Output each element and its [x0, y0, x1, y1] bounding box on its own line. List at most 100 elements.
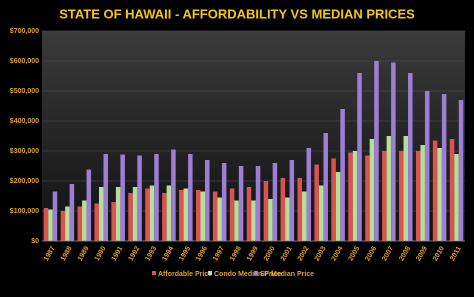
bar	[331, 158, 336, 241]
x-tick-label: 2009	[415, 245, 429, 262]
bar	[103, 154, 108, 241]
y-tick-label: $300,000	[10, 148, 39, 155]
bar	[449, 139, 455, 241]
x-tick-label: 2006	[364, 245, 378, 262]
y-tick-label: $700,000	[10, 28, 39, 35]
x-tick-label: 1992	[128, 245, 142, 262]
x-tick-label: 1995	[178, 245, 192, 262]
x-tick-label: 2002	[297, 245, 311, 262]
x-tick-label: 1990	[94, 245, 108, 262]
bar	[357, 73, 362, 241]
bar	[154, 154, 159, 241]
bar	[98, 187, 104, 241]
x-tick-label: 1987	[43, 245, 57, 262]
bar	[82, 200, 87, 241]
x-tick-label: 1998	[229, 245, 243, 262]
bar	[128, 193, 133, 241]
bar	[162, 193, 167, 241]
x-tick-label: 1999	[246, 245, 260, 262]
bar	[221, 163, 227, 241]
legend-label: Condo Median Price	[214, 271, 281, 278]
bar	[285, 197, 290, 241]
y-tick-label: $0	[31, 238, 39, 245]
x-tick-label: 1989	[77, 245, 91, 262]
y-tick-label: $400,000	[10, 118, 39, 125]
bar	[454, 154, 459, 241]
bar	[238, 166, 244, 241]
x-tick-label: 2008	[398, 245, 412, 262]
bar	[297, 178, 303, 241]
x-tick-label: 1994	[161, 245, 175, 262]
bar	[340, 109, 345, 241]
bar	[217, 197, 222, 241]
bar	[204, 160, 210, 241]
bar	[188, 154, 193, 241]
bar	[365, 155, 370, 241]
bar	[132, 187, 138, 241]
bar	[432, 140, 438, 241]
y-tick-label: $200,000	[10, 178, 39, 185]
bar	[65, 206, 70, 241]
bar	[179, 190, 184, 241]
x-tick-label: 1991	[111, 245, 125, 262]
chart-title: STATE OF HAWAII - AFFORDABILITY VS MEDIA…	[59, 6, 415, 21]
y-tick-label: $600,000	[10, 58, 39, 65]
bar	[48, 209, 53, 241]
bar	[374, 61, 379, 241]
x-tick-label: 2011	[449, 245, 463, 262]
bar	[399, 151, 404, 241]
bar	[369, 139, 375, 241]
bar	[289, 160, 295, 241]
bar	[212, 191, 218, 241]
x-tick-label: 2007	[381, 245, 395, 262]
x-tick-label: 2005	[347, 245, 361, 262]
bar	[263, 181, 269, 241]
bar	[137, 155, 142, 241]
legend-swatch	[208, 271, 212, 275]
bar	[149, 185, 155, 241]
x-tick-label: 2001	[280, 245, 294, 262]
bar	[415, 151, 421, 241]
bar	[391, 62, 396, 241]
bar	[335, 172, 341, 241]
bar	[43, 208, 49, 241]
bar	[183, 188, 189, 241]
bar	[408, 73, 413, 241]
x-tick-label: 2004	[331, 245, 345, 262]
legend-label: Affordable Price	[158, 271, 212, 278]
bar	[382, 151, 387, 241]
x-tick-label: 1996	[195, 245, 209, 262]
bar	[386, 136, 392, 241]
bar	[111, 202, 116, 241]
bar	[166, 185, 172, 241]
bar	[323, 133, 328, 241]
bar	[437, 148, 442, 241]
x-tick-label: 2000	[263, 245, 277, 262]
x-tick-label: 1988	[60, 245, 74, 262]
bar	[255, 166, 261, 241]
bar	[272, 163, 278, 241]
bar	[234, 200, 239, 241]
bar	[145, 188, 150, 241]
bar	[458, 100, 464, 241]
bar	[251, 200, 256, 241]
bar	[348, 152, 353, 241]
bar	[268, 199, 273, 241]
bar	[171, 149, 176, 241]
bar	[60, 211, 66, 241]
bar	[52, 191, 58, 241]
bar	[200, 191, 205, 241]
bar	[115, 187, 121, 241]
x-tick-label: 1997	[212, 245, 226, 262]
bar	[318, 185, 324, 241]
bar	[229, 188, 235, 241]
bar	[246, 187, 252, 241]
bar	[314, 164, 319, 241]
bar	[352, 151, 358, 241]
bar	[441, 94, 447, 241]
x-tick-label: 1993	[144, 245, 158, 262]
bar	[420, 145, 425, 241]
legend-label: SF Median Price	[260, 271, 314, 278]
bar	[94, 203, 99, 241]
